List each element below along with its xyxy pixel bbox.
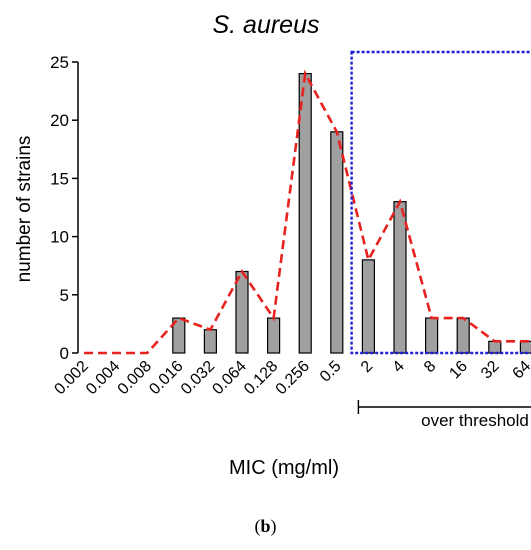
y-axis-title: number of strains — [14, 136, 35, 283]
x-tick-label-64: 64 — [510, 358, 531, 383]
y-tick-label: 20 — [50, 111, 69, 130]
bar-32 — [488, 340, 502, 354]
y-tick-label: 0 — [60, 344, 69, 363]
y-tick-label: 15 — [50, 169, 69, 188]
x-tick-label-0.016: 0.016 — [146, 358, 186, 398]
plot-area: 0 5 10 15 20 25 0.0020.0040.0080.0160.0320.064… — [50, 50, 531, 430]
bar-4 — [393, 201, 407, 354]
y-tick-label: 5 — [60, 286, 69, 305]
caption-label: b — [260, 516, 271, 536]
x-tick-label-0.5: 0.5 — [317, 358, 345, 386]
y-tick-label: 10 — [50, 228, 69, 247]
x-tick-label-0.064: 0.064 — [209, 358, 249, 398]
y-tick-label: 25 — [50, 53, 69, 72]
bar-64 — [519, 340, 531, 354]
bar-0.128 — [267, 317, 281, 354]
bar-2 — [361, 259, 375, 354]
chart-title: S. aureus — [212, 11, 319, 39]
x-tick-label-0.004: 0.004 — [83, 358, 123, 398]
x-tick-label-2: 2 — [358, 358, 376, 376]
caption-close: ) — [270, 516, 277, 536]
figure-caption: (b) — [0, 516, 531, 537]
bar-0.5 — [330, 131, 344, 354]
x-axis-title: MIC (mg/ml) — [229, 457, 339, 479]
chart: S. aureus 0 5 10 15 20 25 0.0020.0040.0080.016… — [14, 11, 531, 479]
x-tick-label-8: 8 — [421, 358, 439, 376]
bar-8 — [425, 317, 439, 354]
threshold-box — [350, 50, 531, 355]
bar-0.032 — [203, 329, 217, 354]
x-tick-label-0.032: 0.032 — [178, 358, 218, 398]
trend-line — [84, 69, 531, 355]
x-tick-label-4: 4 — [390, 358, 408, 376]
caption-open: ( — [254, 516, 261, 536]
x-tick-label-0.256: 0.256 — [273, 358, 313, 398]
x-tick-label-32: 32 — [478, 358, 503, 383]
bar-16 — [456, 317, 470, 354]
threshold-label: over threshold — [421, 411, 529, 430]
x-tick-label-0.008: 0.008 — [115, 358, 155, 398]
x-tick-label-0.002: 0.002 — [51, 358, 91, 398]
x-tick-label-16: 16 — [446, 358, 471, 383]
bar-0.064 — [235, 270, 249, 354]
bar-0.016 — [172, 317, 186, 354]
x-tick-label-0.128: 0.128 — [241, 358, 281, 398]
